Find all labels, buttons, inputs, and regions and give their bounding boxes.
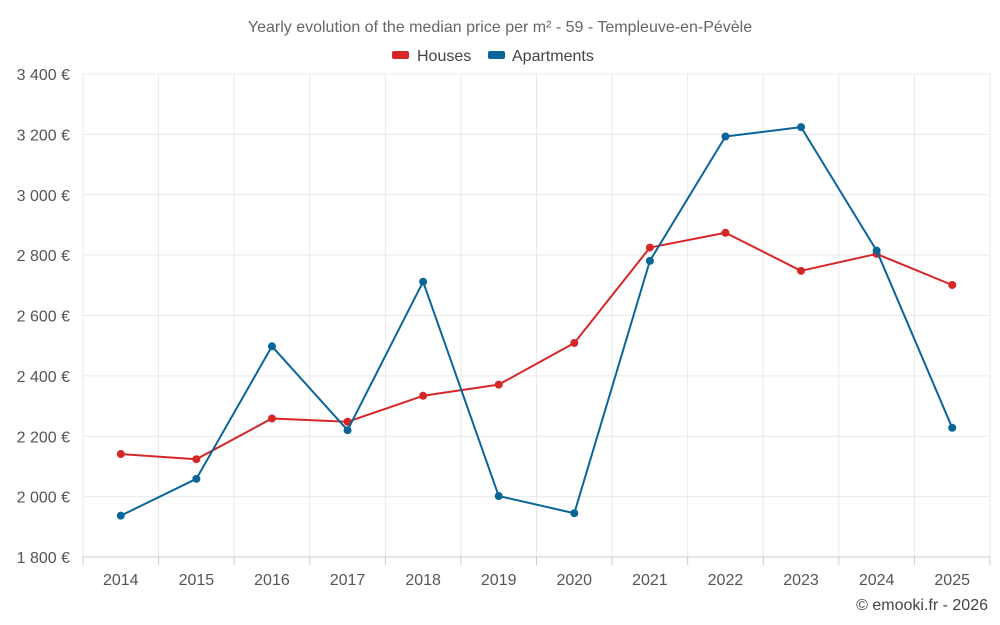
data-point-apartments[interactable] [570,509,579,518]
x-tick-label: 2021 [632,572,668,589]
data-point-houses[interactable] [494,380,503,389]
y-tick-label: 3 200 € [17,127,70,144]
legend-item-apartments[interactable]: Apartments [488,48,594,65]
data-point-houses[interactable] [343,417,352,426]
data-point-houses[interactable] [721,228,730,237]
data-point-apartments[interactable] [948,423,957,432]
y-tick-label: 3 400 € [17,67,70,84]
legend: Houses Apartments [392,48,594,65]
series-houses [116,228,957,464]
data-point-apartments[interactable] [872,246,881,255]
data-point-apartments[interactable] [494,492,503,501]
y-axis-tick-labels: 1 800 € 2 000 € 2 200 € 2 400 € 2 600 € 2 800… [17,67,70,567]
x-gridlines [82,74,991,557]
y-tick-label: 2 600 € [17,309,70,326]
credit-text: © emooki.fr - 2026 [856,597,988,614]
x-tick-label: 2014 [103,572,139,589]
data-point-apartments[interactable] [267,342,276,351]
series-line-houses [120,231,953,461]
y-tick-label: 1 800 € [17,550,70,567]
x-tick-label: 2020 [556,572,592,589]
data-point-apartments[interactable] [419,277,428,286]
x-tick-label: 2025 [934,572,970,589]
y-tick-label: 2 800 € [17,248,70,265]
y-tick-label: 3 000 € [17,188,70,205]
series-group [116,123,957,520]
data-point-houses[interactable] [570,338,579,347]
data-point-apartments[interactable] [645,256,654,265]
data-point-apartments[interactable] [343,426,352,435]
x-tick-label: 2022 [708,572,744,589]
legend-item-houses[interactable]: Houses [392,48,471,65]
y-tick-label: 2 200 € [17,429,70,446]
x-tick-label: 2024 [859,572,895,589]
x-tick-label: 2015 [179,572,215,589]
data-point-houses[interactable] [645,243,654,252]
data-point-houses[interactable] [797,266,806,275]
x-tick-label: 2019 [481,572,517,589]
legend-swatch-houses [392,51,409,59]
data-point-apartments[interactable] [192,474,201,483]
data-point-apartments[interactable] [721,132,730,141]
x-tick-label: 2018 [405,572,441,589]
data-point-houses[interactable] [948,281,957,290]
series-apartments [116,123,957,520]
y-tick-label: 2 400 € [17,369,70,386]
data-point-houses[interactable] [116,450,125,459]
data-point-apartments[interactable] [116,511,125,520]
data-point-houses[interactable] [419,391,428,400]
x-tick-label: 2017 [330,572,366,589]
data-point-apartments[interactable] [797,123,806,132]
data-point-houses[interactable] [192,455,201,464]
legend-swatch-apartments [488,51,505,59]
chart-title: Yearly evolution of the median price per… [248,19,752,36]
x-axis-tick-labels: 2014 2015 2016 2017 2018 2019 2020 2021 2022 2023… [82,557,991,589]
data-point-houses[interactable] [267,414,276,423]
x-tick-label: 2016 [254,572,290,589]
series-line-apartments [120,126,954,517]
y-tick-label: 2 000 € [17,490,70,507]
x-tick-label: 2023 [783,572,819,589]
legend-label-apartments: Apartments [512,48,594,65]
legend-label-houses: Houses [417,48,471,65]
